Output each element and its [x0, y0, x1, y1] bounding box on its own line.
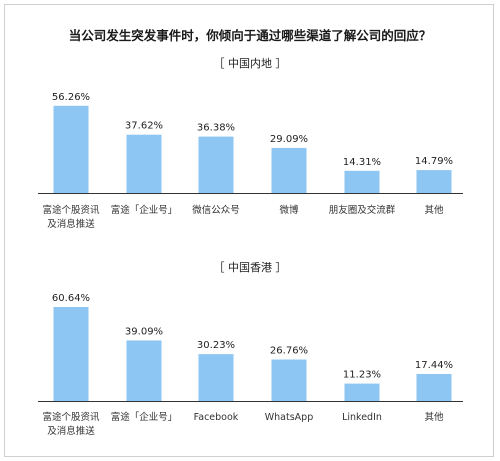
- hongkong-bar-2: [126, 340, 162, 401]
- mainland-bar-1: [53, 105, 89, 193]
- hongkong-value-label-2: 39.09%: [125, 326, 163, 337]
- chart-title: 当公司发生突发事件时，你倾向于通过哪些渠道了解公司的回应？: [69, 28, 432, 43]
- mainland-category-label-1: 富途个股资讯及消息推送: [42, 204, 100, 230]
- hongkong-category-label-5: LinkedIn: [342, 412, 382, 423]
- hongkong-bar-3: [198, 354, 234, 401]
- hongkong-category-label-3: Facebook: [194, 412, 239, 423]
- mainland-chart-subtitle: ［ 中国内地 ］: [214, 56, 287, 70]
- hongkong-bar-6: [416, 373, 452, 401]
- mainland-value-label-6: 14.79%: [415, 156, 453, 167]
- mainland-bar-3: [198, 136, 234, 193]
- mainland-value-label-1: 56.26%: [52, 92, 90, 103]
- mainland-bar-chart: ［ 中国内地 ］ 56.26% 富途个股资讯及消息推送 37.62% 富途「企业号」 36…: [38, 56, 463, 230]
- mainland-bar-5: [344, 170, 380, 193]
- mainland-bar-4: [271, 147, 307, 193]
- hongkong-bar-chart: ［ 中国香港 ］ 60.64% 富途个股资讯及消息推送 39.09% 富途「企业号」 30…: [38, 261, 463, 437]
- hongkong-chart-subtitle: ［ 中国香港 ］: [214, 261, 287, 274]
- hongkong-category-label-4: WhatsApp: [265, 412, 313, 423]
- mainland-value-label-4: 29.09%: [270, 134, 308, 145]
- mainland-category-label-3: 微信公众号: [192, 204, 240, 216]
- hongkong-bar-4: [271, 359, 307, 401]
- hongkong-value-label-3: 30.23%: [197, 340, 235, 351]
- hongkong-value-label-5: 11.23%: [343, 370, 381, 381]
- mainland-value-label-5: 14.31%: [343, 157, 381, 168]
- hongkong-bar-5: [344, 383, 380, 401]
- mainland-category-label-4: 微博: [279, 204, 299, 216]
- hongkong-category-label-1: 富途个股资讯及消息推送: [42, 411, 100, 437]
- mainland-category-label-5: 朋友圈及交流群: [329, 204, 396, 216]
- mainland-value-label-2: 37.62%: [125, 121, 163, 132]
- hongkong-value-label-1: 60.64%: [52, 293, 90, 304]
- mainland-category-label-2: 富途「企业号」: [111, 204, 178, 216]
- mainland-value-label-3: 36.38%: [197, 123, 235, 134]
- hongkong-category-label-2: 富途「企业号」: [111, 411, 178, 423]
- hongkong-category-label-6: 其他: [424, 411, 444, 423]
- hongkong-bar-1: [53, 307, 89, 401]
- mainland-bar-6: [416, 170, 452, 193]
- hongkong-value-label-4: 26.76%: [270, 346, 308, 357]
- hongkong-value-label-6: 17.44%: [415, 360, 453, 371]
- mainland-category-label-6: 其他: [424, 204, 444, 216]
- mainland-bar-2: [126, 134, 162, 193]
